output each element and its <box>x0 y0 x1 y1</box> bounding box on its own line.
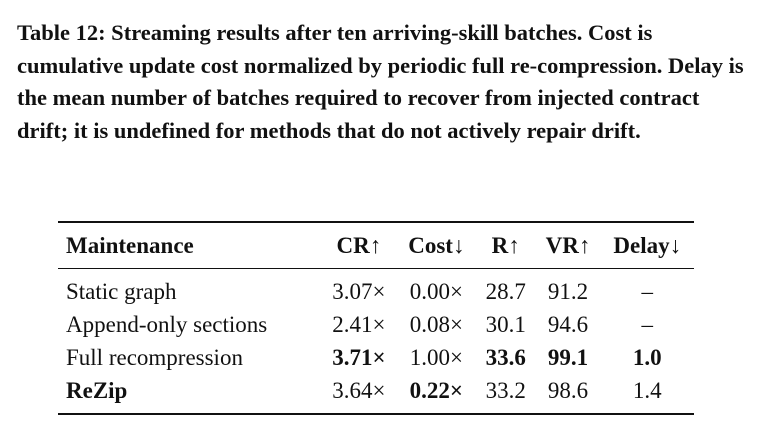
r-cell: 33.2 <box>485 377 526 403</box>
table-header-row: Maintenance CR↑ Cost↓ R↑ VR↑ Delay↓ <box>58 222 694 269</box>
vr-cell: 94.6 <box>547 311 589 337</box>
header-vr: VR↑ <box>545 232 591 258</box>
header-cr: CR↑ <box>336 232 382 258</box>
cost-cell: 0.08× <box>409 311 463 337</box>
delay-cell: 1.4 <box>632 377 662 403</box>
cost-cell: 0.00× <box>409 278 463 304</box>
delay-cell: – <box>641 278 654 304</box>
r-cell: 33.6 <box>485 344 526 370</box>
header-cost: Cost↓ <box>408 232 465 258</box>
table-row: Static graph 3.07× 0.00× 28.7 91.2 – <box>58 269 694 309</box>
cost-cell: 0.22× <box>409 377 464 403</box>
table-caption: Table 12: Streaming results after ten ar… <box>17 20 744 143</box>
method-cell: ReZip <box>66 377 128 403</box>
table-row: Append-only sections 2.41× 0.08× 30.1 94… <box>58 308 694 341</box>
cr-cell: 3.64× <box>332 377 386 403</box>
method-cell: Static graph <box>66 278 177 304</box>
table-row: ReZip 3.64× 0.22× 33.2 98.6 1.4 <box>58 374 694 414</box>
method-cell: Full recompression <box>66 344 243 370</box>
header-delay: Delay↓ <box>613 232 682 258</box>
vr-cell: 91.2 <box>547 278 589 304</box>
cr-cell: 2.41× <box>332 311 386 337</box>
r-cell: 30.1 <box>485 311 526 337</box>
header-maintenance: Maintenance <box>66 232 194 258</box>
delay-cell: – <box>641 311 654 337</box>
method-cell: Append-only sections <box>66 311 268 337</box>
cr-cell: 3.07× <box>332 278 386 304</box>
table-row: Full recompression 3.71× 1.00× 33.6 99.1… <box>58 341 694 374</box>
header-r: R↑ <box>491 232 520 258</box>
cost-cell: 1.00× <box>409 344 463 370</box>
vr-cell: 99.1 <box>547 344 589 370</box>
delay-cell: 1.0 <box>632 344 662 370</box>
r-cell: 28.7 <box>485 278 526 304</box>
cr-cell: 3.71× <box>332 344 386 370</box>
vr-cell: 98.6 <box>547 377 589 403</box>
results-table: Maintenance CR↑ Cost↓ R↑ VR↑ Delay↓ Stat… <box>58 221 694 415</box>
